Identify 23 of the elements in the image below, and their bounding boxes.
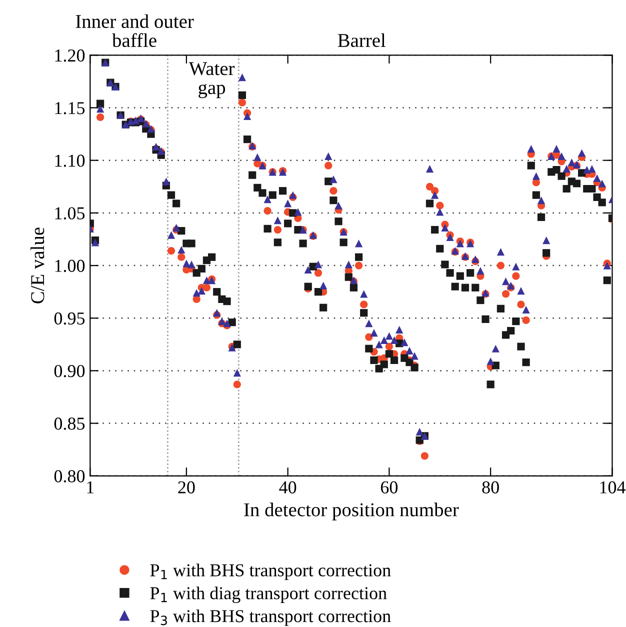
x-tick-label: 1 bbox=[87, 481, 94, 494]
x-tick-label: 80 bbox=[482, 481, 499, 494]
legend-label: P$_{1}$ with BHS transport correction bbox=[150, 564, 391, 580]
y-tick-label: 0.95 bbox=[54, 312, 85, 325]
legend-label: P$_{1}$ with diag transport correction bbox=[150, 586, 387, 604]
x-tick-label: 40 bbox=[279, 481, 296, 494]
y-tick-label: 1.20 bbox=[55, 49, 85, 62]
x-tick-label: 104 bbox=[600, 481, 626, 494]
y-axis-title: C/E value bbox=[30, 228, 44, 304]
y-tick-label: 0.90 bbox=[54, 364, 85, 378]
y-tick-label: 1.15 bbox=[55, 102, 85, 114]
y-tick-label: 0.80 bbox=[54, 470, 85, 482]
text: Inner and outer baffle bbox=[76, 14, 194, 48]
annotation: Water gap bbox=[188, 62, 235, 98]
y-tick-label: 1.05 bbox=[55, 207, 85, 220]
y-tick-label: 1.00 bbox=[55, 260, 85, 272]
y-tick-label: 1.10 bbox=[55, 154, 85, 167]
x-tick-label: 20 bbox=[178, 481, 195, 494]
text: Barrel bbox=[338, 33, 386, 48]
y-tick-label: 0.85 bbox=[54, 418, 85, 430]
x-axis-title: In detector position number bbox=[244, 502, 459, 520]
legend-label: P$_{3}$ with BHS transport correction bbox=[150, 610, 391, 626]
x-tick-label: 60 bbox=[380, 481, 398, 494]
